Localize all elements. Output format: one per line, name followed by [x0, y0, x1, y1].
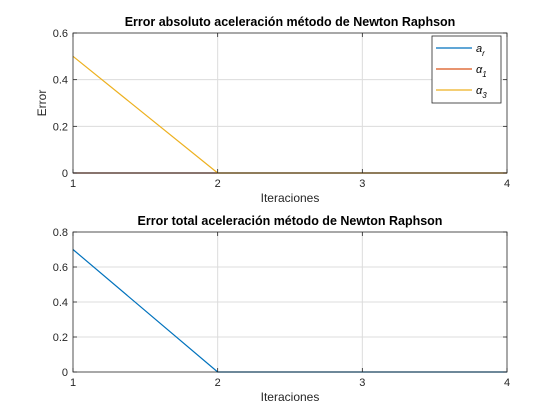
legend-entry: α3 — [476, 85, 487, 100]
y-tick-label: 0.4 — [53, 75, 68, 87]
legend-entry: ar — [476, 43, 485, 58]
x-axis-label: Iteraciones — [261, 191, 320, 205]
x-axis-label: Iteraciones — [261, 390, 320, 404]
y-tick-label: 0.6 — [53, 262, 68, 274]
axes-box — [72, 32, 508, 174]
x-tick-label: 3 — [359, 377, 365, 389]
x-tick-label: 2 — [215, 377, 221, 389]
y-tick-label: 0.6 — [53, 28, 68, 40]
x-tick-label: 4 — [504, 178, 510, 190]
y-tick-label: 0.2 — [53, 121, 68, 133]
y-tick-label: 0.8 — [53, 227, 68, 239]
x-tick-label: 1 — [70, 377, 76, 389]
x-tick-label: 3 — [359, 178, 365, 190]
chart-title: Error absoluto aceleración método de New… — [125, 15, 456, 29]
x-tick-label: 2 — [215, 178, 221, 190]
y-axis-label: Error — [35, 90, 49, 117]
y-tick-label: 0.4 — [53, 297, 68, 309]
chart-1: 1 2 3 4 0 0.2 0.4 0.6 Error absoluto aceleración… — [35, 15, 510, 205]
chart-2: 1 2 3 4 0 0.2 0.4 0.6 0.8 Error total aceleración… — [53, 214, 510, 404]
y-tick-label: 0.2 — [53, 332, 68, 344]
chart-title: Error total aceleración método de Newton… — [138, 214, 443, 228]
x-tick-label: 1 — [70, 178, 76, 190]
legend-entry: α1 — [476, 64, 487, 79]
y-tick-label: 0 — [62, 367, 68, 379]
y-tick-label: 0 — [62, 168, 68, 180]
legend: ar α1 α3 — [431, 35, 502, 104]
x-tick-label: 4 — [504, 377, 510, 389]
